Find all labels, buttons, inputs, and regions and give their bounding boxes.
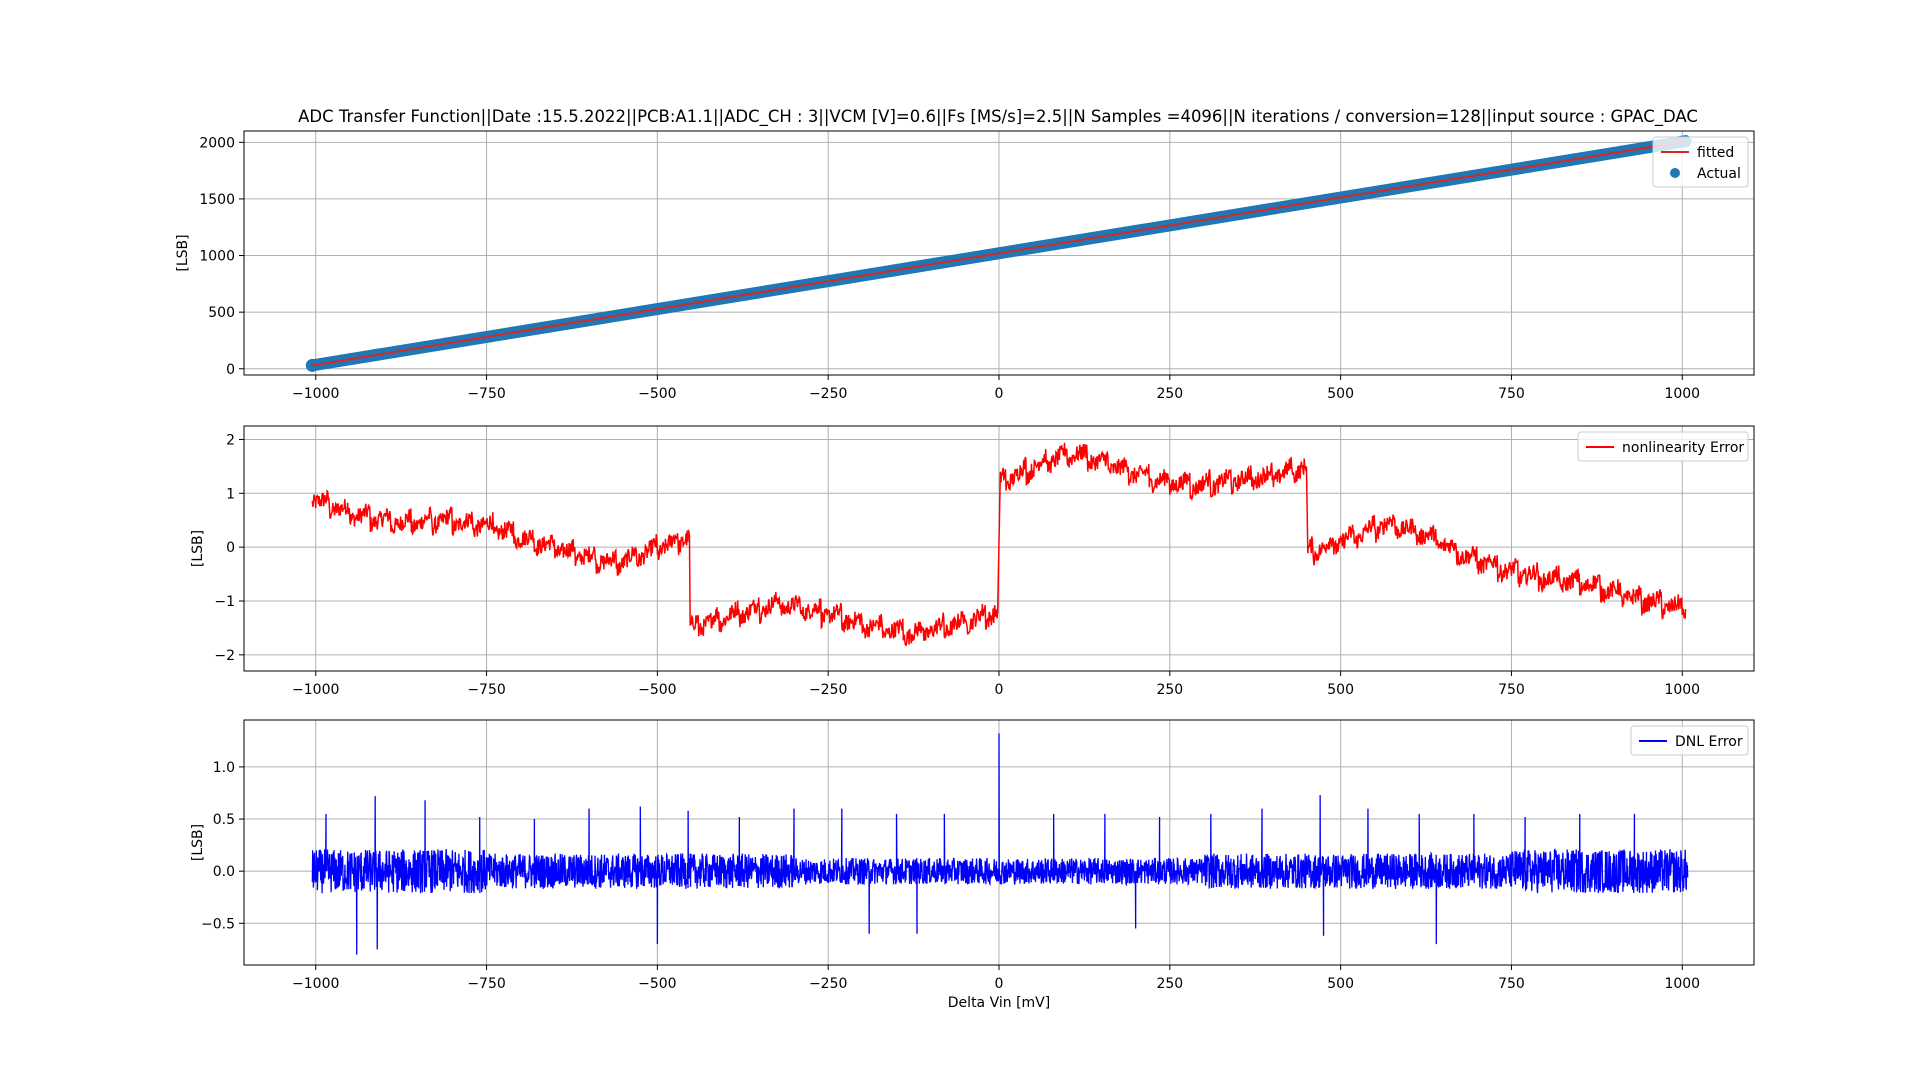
x-tick-label: 0	[995, 386, 1004, 402]
y-tick-label: 2000	[199, 135, 235, 151]
y-tick-label: −2	[214, 648, 235, 664]
chart-title: ADC Transfer Function||Date :15.5.2022||…	[298, 107, 1698, 127]
y-tick-label: 500	[208, 305, 235, 321]
x-tick-label: 750	[1498, 682, 1525, 698]
x-tick-label: −500	[638, 682, 676, 698]
legend-entry: fitted	[1697, 145, 1734, 161]
legend: DNL Error	[1630, 725, 1749, 756]
y-tick-label: 0	[226, 362, 235, 378]
fitted-series-line	[312, 140, 1686, 367]
dnl-error-panel: −1000 −750 −500 −250 0 250 500 750 1000 −0.5 0.0 0.…	[190, 719, 1755, 1011]
y-tick-label: 0.5	[213, 812, 235, 828]
plot-data	[311, 442, 1687, 646]
legend-box	[1577, 431, 1749, 462]
legend-entry: nonlinearity Error	[1622, 440, 1744, 456]
legend: nonlinearity Error	[1577, 431, 1749, 462]
plot-data	[305, 135, 1692, 372]
x-tick-label: 250	[1156, 682, 1183, 698]
x-tick-label: 1000	[1664, 682, 1700, 698]
x-axis-label: Delta Vin [mV]	[948, 995, 1050, 1011]
x-tick-label: −250	[809, 976, 847, 992]
x-tick-label: 500	[1327, 976, 1354, 992]
nonlinearity-error-panel: −1000 −750 −500 −250 0 250 500 750 1000 −2 −1 0 1 2 [L…	[190, 425, 1755, 698]
legend-box	[1630, 725, 1749, 756]
x-tick-label: 750	[1498, 386, 1525, 402]
x-tick-label: 1000	[1664, 976, 1700, 992]
x-tick-label: −1000	[292, 682, 339, 698]
y-tick-label: 2	[226, 432, 235, 448]
x-tick-label: 1000	[1664, 386, 1700, 402]
x-tick-label: 0	[995, 976, 1004, 992]
legend: fitted Actual	[1652, 136, 1749, 188]
y-tick-label: 1500	[199, 192, 235, 208]
x-tick-label: 250	[1156, 386, 1183, 402]
x-tick-label: 500	[1327, 386, 1354, 402]
x-tick-label: −750	[467, 682, 505, 698]
legend-marker	[1670, 168, 1680, 178]
x-tick-label: −500	[638, 386, 676, 402]
plot-data	[311, 733, 1689, 955]
x-tick-label: −500	[638, 976, 676, 992]
x-tick-label: 250	[1156, 976, 1183, 992]
x-tick-label: 750	[1498, 976, 1525, 992]
y-axis-label: [LSB]	[190, 530, 206, 567]
y-tick-label: 1000	[199, 249, 235, 265]
nonlinearity-error-line	[311, 442, 1687, 646]
x-tick-label: 500	[1327, 682, 1354, 698]
y-tick-label: 0.0	[213, 864, 235, 880]
x-tick-label: −1000	[292, 386, 339, 402]
x-tick-label: −750	[467, 386, 505, 402]
y-tick-label: 0	[226, 540, 235, 556]
y-tick-label: −1	[214, 594, 235, 610]
y-axis-label: [LSB]	[175, 234, 191, 271]
x-tick-label: 0	[995, 682, 1004, 698]
legend-entry: Actual	[1697, 166, 1741, 182]
legend-entry: DNL Error	[1675, 734, 1743, 750]
y-tick-label: 1	[226, 486, 235, 502]
y-tick-label: −0.5	[201, 916, 235, 932]
x-tick-label: −250	[809, 682, 847, 698]
x-tick-label: −250	[809, 386, 847, 402]
x-tick-label: −750	[467, 976, 505, 992]
x-tick-label: −1000	[292, 976, 339, 992]
y-tick-label: 1.0	[213, 760, 235, 776]
transfer-function-panel: −1000 −750 −500 −250 0 250 500 750 1000 0 500 1000 1…	[175, 130, 1755, 402]
y-axis-label: [LSB]	[190, 824, 206, 861]
dnl-error-line	[311, 733, 1689, 955]
